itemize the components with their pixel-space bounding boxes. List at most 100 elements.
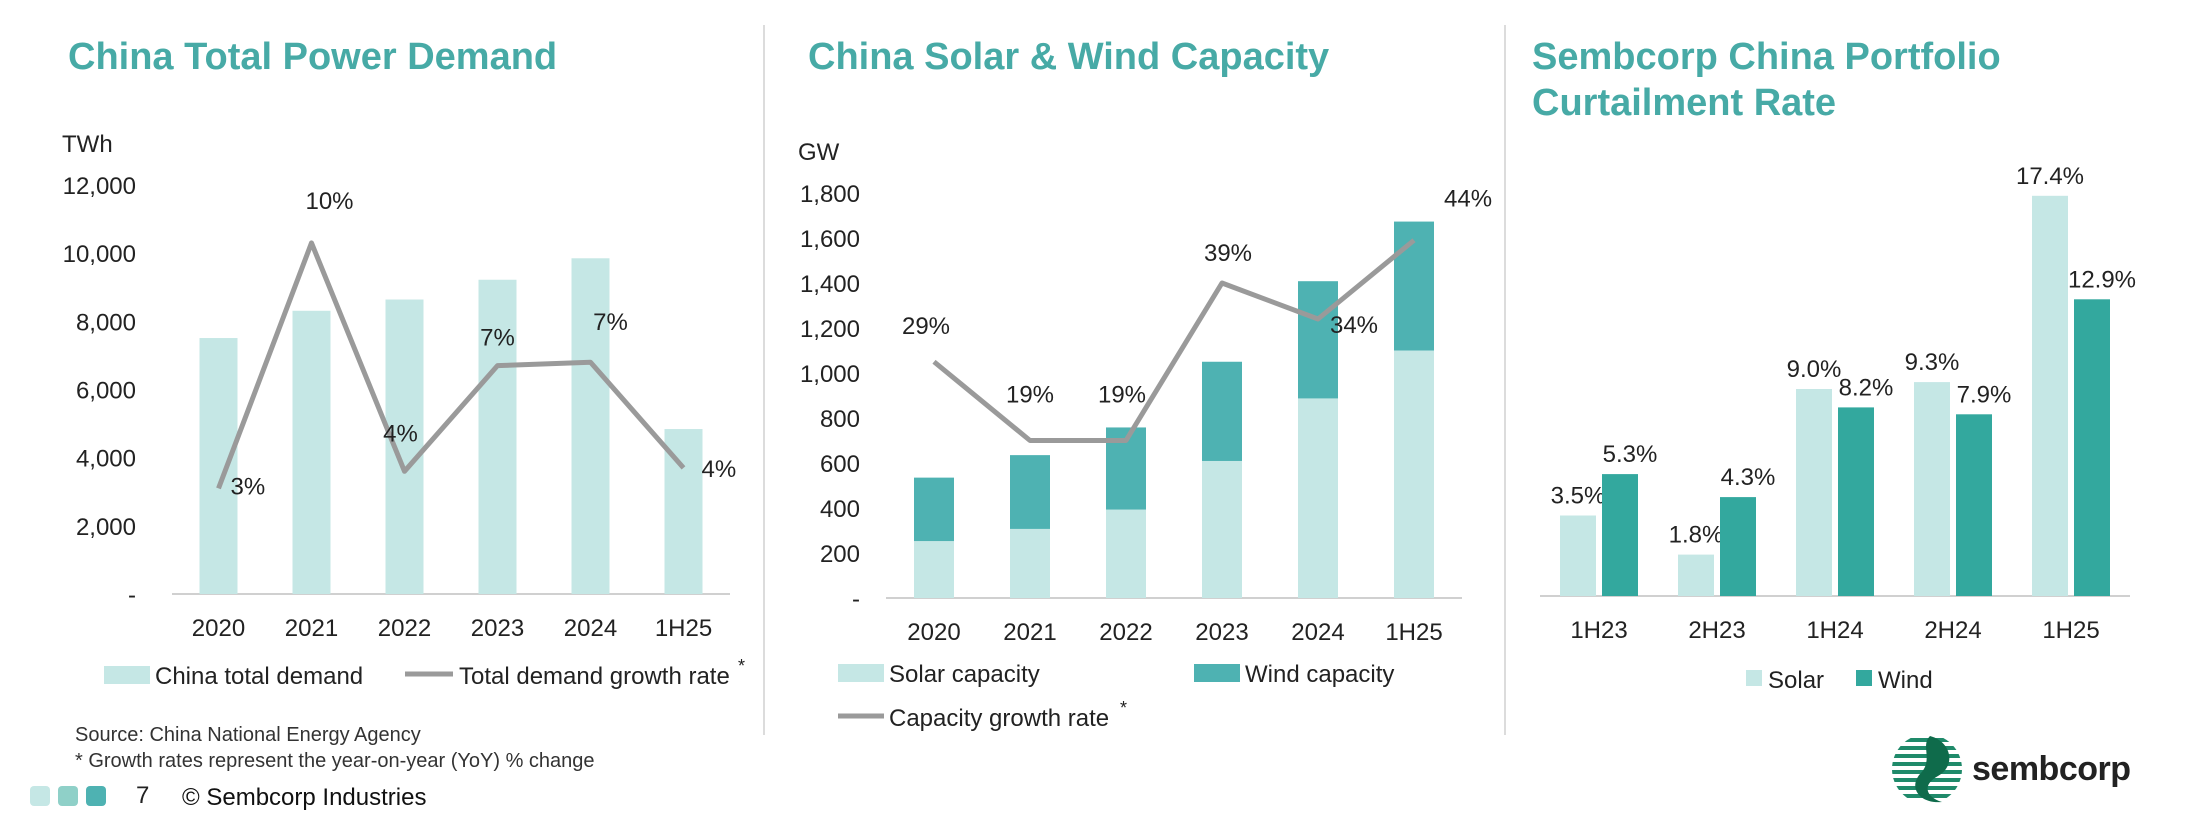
demand-legend-label-bars: China total demand [155, 663, 363, 690]
capacity-bar-solar [1394, 350, 1434, 598]
page-dot-3 [86, 786, 106, 806]
capacity-y-tick: 1,000 [800, 361, 860, 388]
curtailment-label-wind: 5.3% [1603, 441, 1658, 468]
panel-divider-2 [1504, 25, 1506, 735]
capacity-bar-wind [914, 477, 954, 542]
demand-x-tick: 2021 [285, 615, 338, 642]
demand-x-tick: 1H25 [655, 615, 712, 642]
curtailment-chart-title: Sembcorp China Portfolio Curtailment Rat… [1532, 34, 2001, 126]
capacity-legend-swatch-solar [838, 664, 884, 682]
capacity-chart-title: China Solar & Wind Capacity [808, 36, 1330, 78]
demand-bar [292, 310, 331, 594]
demand-x-tick: 2022 [378, 615, 431, 642]
capacity-growth-line [932, 238, 1416, 443]
curtailment-x-tick: 1H24 [1806, 617, 1863, 644]
demand-x-tick: 2023 [471, 615, 524, 642]
demand-y-tick: 2,000 [76, 514, 136, 541]
demand-growth-line [216, 240, 686, 490]
sembcorp-logo-icon [1892, 736, 1962, 803]
capacity-y-tick: 600 [820, 451, 860, 478]
capacity-growth-label: 39% [1204, 240, 1252, 267]
curtailment-bar-wind [1602, 474, 1638, 596]
curtailment-label-wind: 7.9% [1957, 381, 2012, 408]
demand-growth-label: 7% [593, 309, 628, 336]
demand-x-tick: 2020 [192, 615, 245, 642]
curtailment-x-tick: 1H23 [1570, 617, 1627, 644]
capacity-y-tick: 200 [820, 541, 860, 568]
capacity-bar-wind [1298, 281, 1338, 399]
demand-legend-superscript: * [738, 656, 745, 676]
capacity-y-tick: 800 [820, 406, 860, 433]
demand-y-tick: 8,000 [76, 309, 136, 336]
curtailment-label-wind: 12.9% [2068, 266, 2136, 293]
demand-growth-label: 7% [480, 325, 515, 352]
copyright-text: © Sembcorp Industries [182, 784, 427, 811]
demand-growth-label: 10% [305, 188, 353, 215]
source-note: Source: China National Energy Agency [75, 724, 421, 746]
demand-growth-label: 4% [702, 456, 737, 483]
capacity-bar-solar [1202, 460, 1242, 598]
page-dot-2 [58, 786, 78, 806]
demand-chart-title: China Total Power Demand [68, 36, 558, 78]
curtailment-label-wind: 8.2% [1839, 374, 1894, 401]
sembcorp-logo-text: sembcorp [1972, 749, 2131, 788]
capacity-legend-label-line: Capacity growth rate [889, 705, 1109, 732]
capacity-x-tick: 1H25 [1385, 619, 1442, 646]
capacity-bar-solar [1010, 528, 1050, 598]
demand-legend-swatch-bars [104, 666, 150, 684]
demand-x-tick: 2024 [564, 615, 617, 642]
curtailment-legend-swatch-solar [1746, 670, 1762, 686]
demand-y-tick: - [128, 582, 136, 609]
curtailment-bar-wind [2074, 299, 2110, 596]
curtailment-label-solar: 9.0% [1787, 356, 1842, 383]
capacity-y-tick: 1,200 [800, 316, 860, 343]
capacity-y-tick: - [852, 586, 860, 613]
curtailment-title-line2: Curtailment Rate [1532, 82, 1837, 124]
capacity-bar-wind [1010, 455, 1050, 529]
capacity-y-tick: 1,400 [800, 271, 860, 298]
capacity-y-tick: 1,800 [800, 181, 860, 208]
demand-y-unit: TWh [62, 131, 113, 158]
demand-bar [199, 338, 238, 594]
demand-growth-label: 4% [383, 420, 418, 447]
capacity-x-tick: 2020 [907, 619, 960, 646]
curtailment-bar-wind [1720, 497, 1756, 596]
capacity-legend-swatch-wind [1194, 664, 1240, 682]
capacity-x-tick: 2021 [1003, 619, 1056, 646]
curtailment-legend-label-solar: Solar [1768, 667, 1824, 694]
curtailment-bar-solar [2032, 195, 2068, 597]
page-number: 7 [136, 782, 150, 809]
panel-divider-1 [763, 25, 765, 735]
sembcorp-logo: sembcorp [1890, 732, 2131, 806]
page-indicator [30, 786, 114, 806]
demand-y-tick: 6,000 [76, 378, 136, 405]
capacity-x-tick: 2024 [1291, 619, 1344, 646]
curtailment-label-solar: 17.4% [2016, 163, 2084, 190]
capacity-legend-superscript: * [1120, 698, 1127, 718]
curtailment-legend-swatch-wind [1856, 670, 1872, 686]
demand-bar [571, 258, 610, 594]
capacity-y-tick: 1,600 [800, 226, 860, 253]
demand-legend-label-line: Total demand growth rate [459, 663, 730, 690]
demand-y-tick: 4,000 [76, 446, 136, 473]
capacity-growth-label: 19% [1098, 382, 1146, 409]
curtailment-label-solar: 9.3% [1905, 349, 1960, 376]
capacity-legend-label-solar: Solar capacity [889, 661, 1040, 688]
curtailment-bar-wind [1956, 414, 1992, 596]
curtailment-legend-label-wind: Wind [1878, 667, 1933, 694]
capacity-growth-label: 44% [1444, 185, 1492, 212]
curtailment-x-tick: 2H24 [1924, 617, 1981, 644]
capacity-legend-label-wind: Wind capacity [1245, 661, 1394, 688]
capacity-growth-label: 29% [902, 313, 950, 340]
demand-y-tick: 12,000 [63, 173, 136, 200]
curtailment-label-wind: 4.3% [1721, 464, 1776, 491]
curtailment-label-solar: 1.8% [1669, 522, 1724, 549]
curtailment-x-tick: 2H23 [1688, 617, 1745, 644]
demand-y-tick: 10,000 [63, 241, 136, 268]
capacity-x-tick: 2022 [1099, 619, 1152, 646]
capacity-y-tick: 400 [820, 496, 860, 523]
curtailment-bar-solar [1678, 554, 1714, 596]
capacity-bar-wind [1202, 361, 1242, 461]
curtailment-bar-solar [1914, 382, 1950, 596]
